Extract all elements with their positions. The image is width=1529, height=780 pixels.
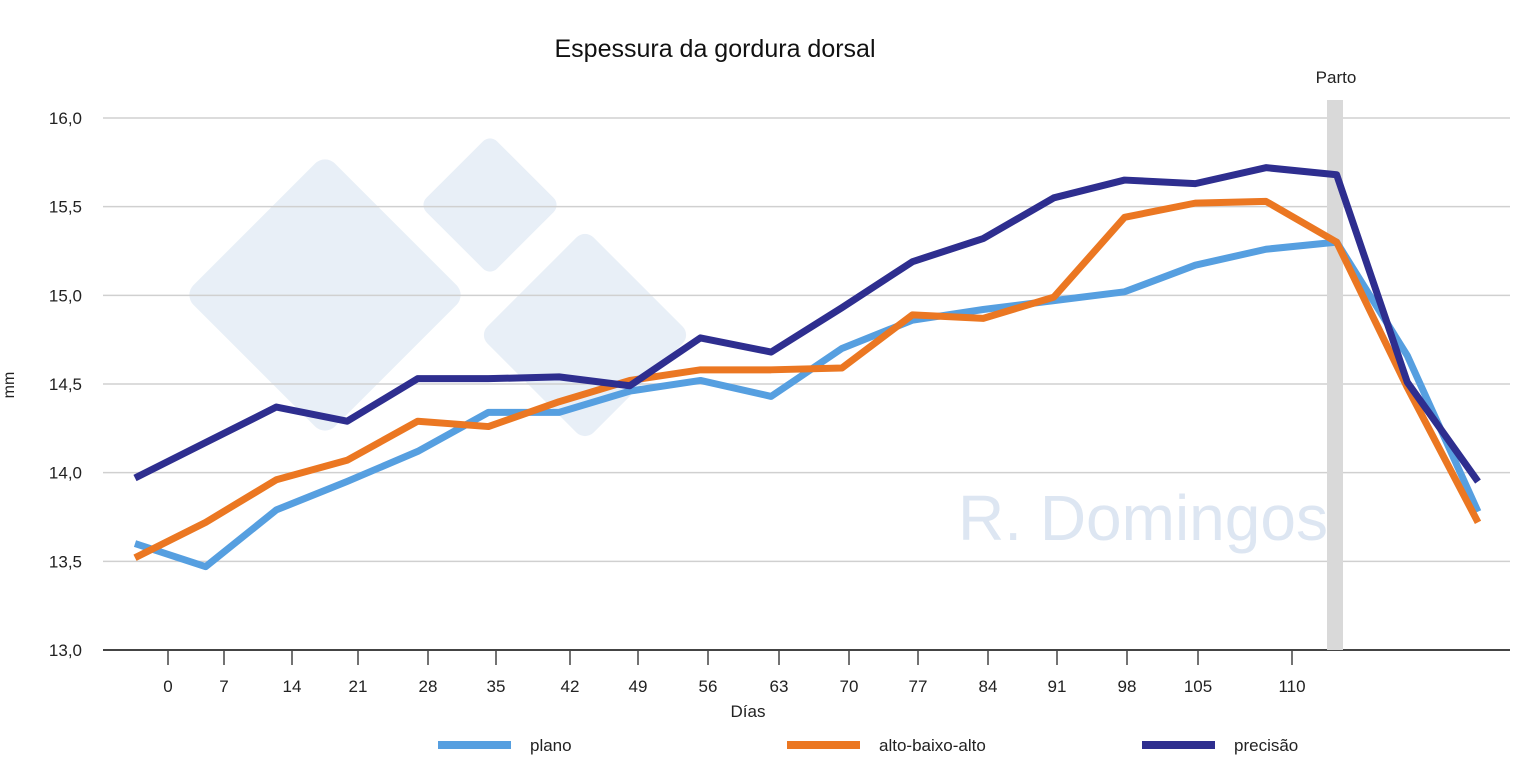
x-tick-label: 98 [1118,677,1137,696]
y-tick-label: 14,5 [49,375,82,394]
x-tick-label: 35 [487,677,506,696]
x-tick-label: 28 [419,677,438,696]
legend-item: precisão [1142,736,1298,755]
x-tick-label: 70 [840,677,859,696]
legend-label: precisão [1234,736,1298,755]
chart-title: Espessura da gordura dorsal [554,35,875,63]
y-tick-label: 13,0 [49,641,82,660]
x-tick-label: 56 [699,677,718,696]
x-tick-label: 84 [979,677,998,696]
x-tick-label: 63 [770,677,789,696]
x-tick-label: 21 [349,677,368,696]
y-axis-label: mm [1,372,18,399]
y-tick-label: 15,5 [49,198,82,217]
y-tick-label: 13,5 [49,552,82,571]
x-tick-label: 77 [909,677,928,696]
x-tick-label: 91 [1048,677,1067,696]
x-tick-label: 0 [163,677,172,696]
y-tick-label: 14,0 [49,464,82,483]
x-tick-label: 105 [1184,677,1212,696]
x-tick-label: 110 [1278,677,1305,696]
legend-label: plano [530,736,572,755]
legend-item: alto-baixo-alto [787,736,986,755]
watermark-text: R. Domingos [958,482,1328,554]
legend-item: plano [438,736,572,755]
x-axis-label: Días [731,702,766,721]
parto-label: Parto [1316,68,1357,87]
y-tick-label: 15,0 [49,286,82,305]
y-tick-label: 16,0 [49,109,82,128]
x-tick-label: 42 [561,677,580,696]
series-line-plano [133,238,1482,571]
series-line-alto-baixo-alto [133,197,1482,561]
series-line-precisão [133,164,1481,484]
x-tick-label: 7 [219,677,228,696]
x-tick-label: 49 [629,677,648,696]
legend-label: alto-baixo-alto [879,736,986,755]
x-tick-label: 14 [283,677,302,696]
